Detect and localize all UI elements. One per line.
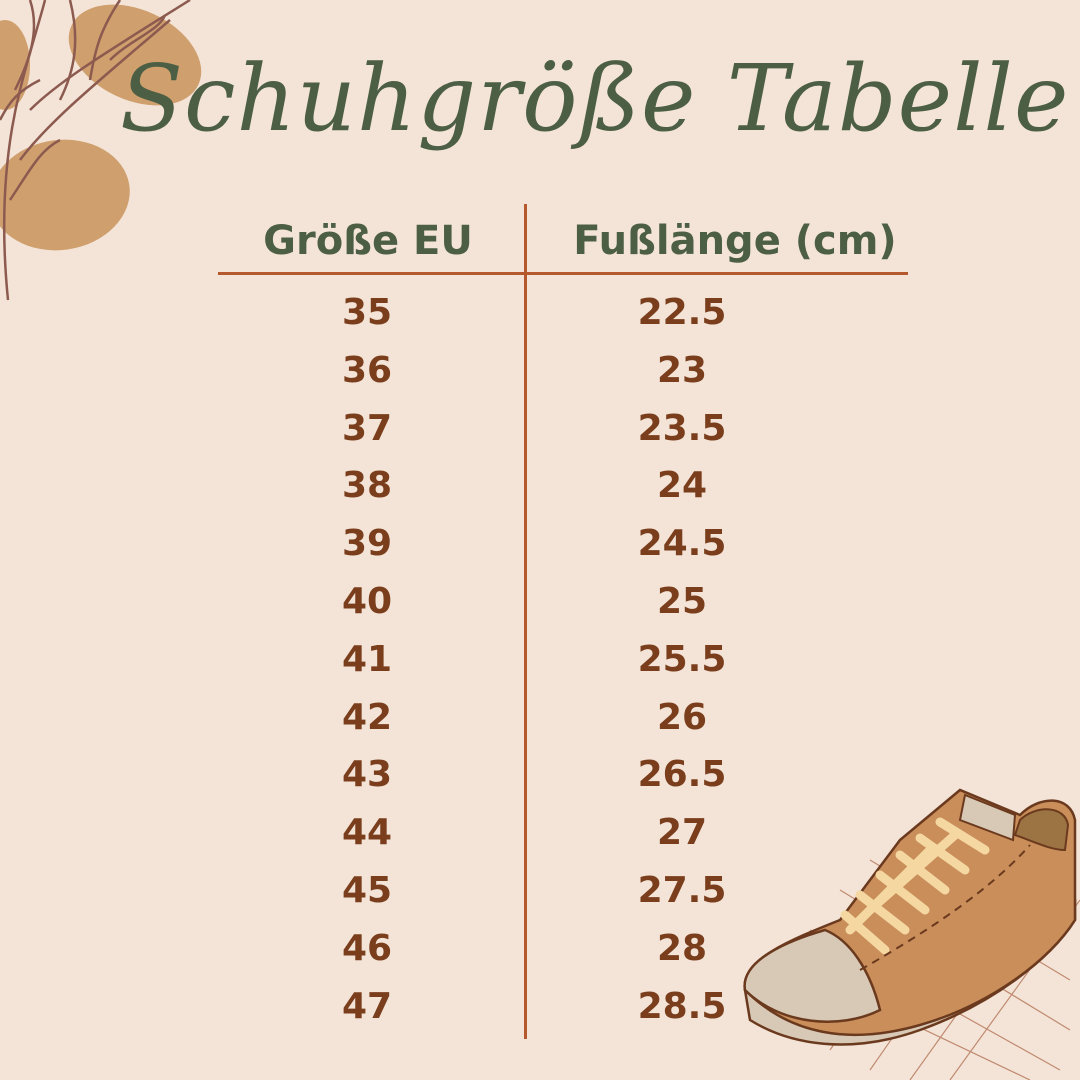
foot-length-cell: 27 bbox=[656, 812, 708, 854]
table-row: 37 23.5 bbox=[0, 406, 1080, 464]
foot-length-cell: 27.5 bbox=[637, 869, 727, 911]
table-row: 44 27 bbox=[0, 810, 1080, 868]
table-row: 36 23 bbox=[0, 348, 1080, 406]
table-row: 40 25 bbox=[0, 579, 1080, 637]
foot-length-cell: 26 bbox=[656, 696, 708, 738]
size-eu-cell: 44 bbox=[341, 812, 393, 854]
foot-length-cell: 24.5 bbox=[637, 523, 727, 565]
size-eu-cell: 42 bbox=[341, 696, 393, 738]
page-title: Schuhgröße Tabelle bbox=[120, 45, 1070, 152]
foot-length-cell: 24 bbox=[656, 465, 708, 507]
size-table: 35 22.5 36 23 37 23.5 38 24 39 24.5 40 25 41 25.5 42 26… bbox=[0, 290, 1080, 1041]
table-row: 35 22.5 bbox=[0, 290, 1080, 348]
table-row: 39 24.5 bbox=[0, 521, 1080, 579]
foot-length-cell: 23.5 bbox=[637, 407, 727, 449]
size-eu-cell: 35 bbox=[341, 292, 393, 333]
sneaker-illustration bbox=[743, 788, 1080, 1080]
foot-length-cell: 25 bbox=[656, 580, 708, 622]
size-eu-cell: 39 bbox=[341, 523, 393, 565]
size-eu-cell: 40 bbox=[341, 580, 393, 622]
table-row: 43 26.5 bbox=[0, 752, 1080, 810]
column-header-foot-length: Fußlänge (cm) bbox=[573, 218, 897, 264]
foot-length-cell: 22.5 bbox=[637, 292, 727, 333]
foot-length-cell: 28 bbox=[656, 927, 708, 969]
size-eu-cell: 38 bbox=[341, 465, 393, 507]
size-eu-cell: 45 bbox=[341, 869, 393, 911]
table-row: 38 24 bbox=[0, 463, 1080, 521]
foot-length-cell: 28.5 bbox=[637, 985, 727, 1027]
table-row: 45 27.5 bbox=[0, 868, 1080, 926]
table-row: 42 26 bbox=[0, 695, 1080, 753]
size-eu-cell: 47 bbox=[341, 985, 393, 1027]
header-divider bbox=[218, 272, 908, 275]
size-eu-cell: 41 bbox=[341, 638, 393, 680]
size-eu-cell: 43 bbox=[341, 754, 393, 796]
table-row: 46 28 bbox=[0, 926, 1080, 984]
branch-leaves-decoration bbox=[0, 0, 202, 301]
foot-length-cell: 26.5 bbox=[637, 754, 727, 796]
size-eu-cell: 46 bbox=[341, 927, 393, 969]
table-row: 41 25.5 bbox=[0, 637, 1080, 695]
foot-length-cell: 25.5 bbox=[637, 638, 727, 680]
column-header-size-eu: Größe EU bbox=[263, 218, 473, 264]
size-eu-cell: 37 bbox=[341, 407, 393, 449]
foot-length-cell: 23 bbox=[656, 349, 708, 391]
table-row: 47 28.5 bbox=[0, 984, 1080, 1042]
column-divider bbox=[524, 204, 527, 1039]
size-eu-cell: 36 bbox=[341, 349, 393, 391]
